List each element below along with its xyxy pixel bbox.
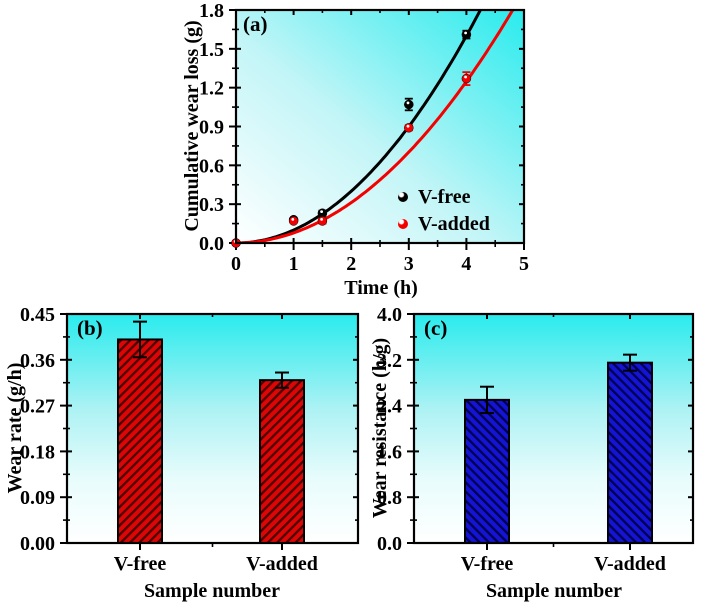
panel-a-plot: 0.0 0.3 0.6 0.9 1.2 1.5 1.8 0 1 2 3 4 5 <box>199 0 529 275</box>
V-added-data-point <box>288 216 299 226</box>
panel-a-legend: V-free V-added <box>398 186 490 235</box>
y-tick-label: 0.27 <box>20 396 55 418</box>
y-tick-label: 3.2 <box>377 350 402 372</box>
y-tick-label: 2.4 <box>377 396 402 418</box>
x-tick-label: 3 <box>404 253 414 275</box>
marker-highlight <box>406 124 410 128</box>
x-tick-label: 0 <box>231 253 241 275</box>
panel-b-plot-area <box>67 314 358 543</box>
legend-label-v-free: V-free <box>418 186 471 208</box>
marker-highlight <box>406 101 410 105</box>
panel-a-frame <box>234 8 526 245</box>
panel-a-x-axis-title: Time (h) <box>344 277 418 299</box>
category-label: V-free <box>114 553 167 575</box>
y-tick-label: 1.2 <box>199 78 224 100</box>
marker-highlight <box>464 75 467 79</box>
y-tick-label: 0.0 <box>377 533 402 555</box>
y-tick-label: 0.9 <box>199 117 224 139</box>
V-free-bar <box>464 398 510 544</box>
V-added-bar <box>259 379 305 544</box>
fit-curves <box>236 10 515 243</box>
y-tick-label: 0.0 <box>199 233 224 255</box>
V-added-data-point <box>317 216 328 226</box>
panel-a-plot-area <box>236 10 524 243</box>
V-free-data-point <box>404 99 414 110</box>
panel-a-label: (a) <box>243 12 268 36</box>
x-tick-label: 1 <box>289 253 299 275</box>
x-tick-label: 4 <box>461 253 471 275</box>
marker-highlight <box>464 31 467 35</box>
legend-row-v-added: V-added <box>398 213 490 235</box>
y-tick-label: 4.0 <box>377 304 402 326</box>
V-added-data-point <box>404 123 414 133</box>
y-tick-label: 0.00 <box>20 533 55 555</box>
category-label: V-free <box>461 553 514 575</box>
v-free-marker-icon <box>398 192 408 202</box>
V-added-data-point <box>461 73 472 84</box>
y-tick-label: 0.45 <box>20 304 55 326</box>
panel-c-x-axis-title: Sample number <box>485 580 623 602</box>
y-tick-label: 0.36 <box>20 350 55 372</box>
panel-c-plot: 0.0 0.8 1.6 2.4 3.2 4.0 V-free V-added <box>377 304 695 575</box>
legend-label-v-added: V-added <box>418 213 490 235</box>
y-tick-label: 1.8 <box>199 0 224 22</box>
y-tick-label: 1.6 <box>377 441 402 463</box>
category-label: V-added <box>594 553 666 575</box>
legend-row-v-free: V-free <box>398 186 490 208</box>
panel-b-plot: 0.00 0.09 0.18 0.27 0.36 0.45 V-free V-added <box>20 304 360 575</box>
y-tick-label: 1.5 <box>199 39 224 61</box>
y-tick-label: 0.09 <box>20 487 55 509</box>
category-label: V-added <box>246 553 318 575</box>
y-tick-label: 0.18 <box>20 441 55 463</box>
panel-b-x-axis-title: Sample number <box>143 580 281 602</box>
panel-b-frame <box>65 312 360 545</box>
marker-highlight <box>320 210 323 214</box>
y-tick-label: 0.8 <box>377 487 402 509</box>
V-added-fit-curve <box>236 10 515 243</box>
panel-c-frame <box>412 312 695 545</box>
marker-highlight <box>320 217 323 221</box>
marker-highlight <box>291 217 295 221</box>
y-tick-label: 0.3 <box>199 194 224 216</box>
V-free-data-point <box>461 29 472 40</box>
V-free-bar <box>117 338 163 545</box>
panel-c-y-axis-title: Wear resistance (h/g) <box>369 337 391 519</box>
x-tick-label: 5 <box>519 253 529 275</box>
panel-a-y-axis-title: Cumulative wear loss (g) <box>181 20 203 232</box>
v-added-marker-icon <box>398 219 408 229</box>
panel-c-label: (c) <box>424 316 448 340</box>
y-tick-label: 0.6 <box>199 155 224 177</box>
x-tick-label: 2 <box>346 253 356 275</box>
panel-b-label: (b) <box>77 316 103 340</box>
V-added-bar <box>607 361 653 544</box>
panel-b-y-axis-title: Wear rate (g/h) <box>4 362 26 494</box>
